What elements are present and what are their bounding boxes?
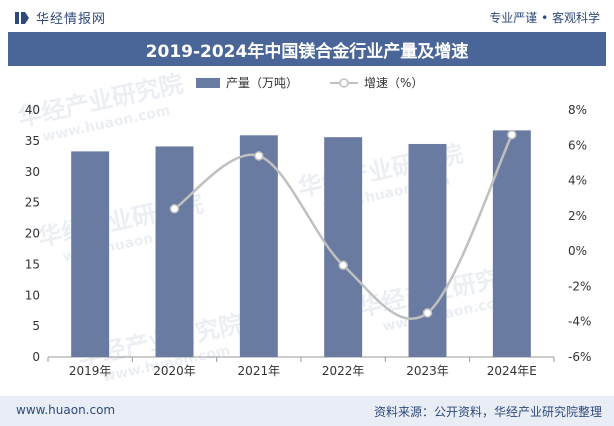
growth-point xyxy=(422,308,433,318)
legend: 产量（万吨） 增速（%） xyxy=(196,76,423,90)
growth-point xyxy=(338,260,348,271)
bar-series xyxy=(71,130,531,357)
legend-line-label: 增速（%） xyxy=(364,76,423,90)
y-left-tick-label: 10 xyxy=(25,288,40,302)
y-right-tick-label: 2% xyxy=(568,209,587,223)
legend-bar-swatch xyxy=(196,78,220,88)
y-right-tick-label: 6% xyxy=(568,138,587,152)
y-left-tick-label: 15 xyxy=(25,257,40,271)
line-series xyxy=(169,129,517,320)
y-right-tick-label: -2% xyxy=(568,279,591,293)
y-right-tick-label: -4% xyxy=(568,315,591,329)
brand: 华经情报网 xyxy=(14,8,106,27)
legend-bar-label: 产量（万吨） xyxy=(226,76,298,90)
x-tick-label: 2019年 xyxy=(69,364,112,378)
y-left-tick-label: 0 xyxy=(32,350,40,364)
x-tick-label: 2021年 xyxy=(238,364,281,378)
y-left-tick-label: 40 xyxy=(25,103,40,117)
chart-title: 2019-2024年中国镁合金行业产量及增速 xyxy=(8,32,606,66)
bar xyxy=(239,135,278,357)
y-right-tick-label: -6% xyxy=(568,350,591,364)
growth-point xyxy=(169,204,180,214)
x-tick-label: 2022年 xyxy=(322,364,365,378)
brand-name: 华经情报网 xyxy=(36,12,107,27)
top-bar: 华经情报网 专业严谨 • 客观科学 xyxy=(0,0,614,32)
y-left-tick-label: 30 xyxy=(25,165,40,179)
y-left-tick-label: 35 xyxy=(25,134,40,148)
brand-logo-icon xyxy=(15,11,29,24)
legend-line-marker xyxy=(339,78,349,88)
bar xyxy=(324,137,363,357)
slogan: 专业严谨 • 客观科学 xyxy=(489,11,600,25)
growth-point xyxy=(254,151,264,161)
y-left-tick-label: 5 xyxy=(32,319,40,333)
footer-source: 资料来源：公开资料，华经产业研究院整理 xyxy=(373,405,602,419)
growth-line xyxy=(173,134,513,320)
y-right-tick-label: 0% xyxy=(568,244,587,258)
growth-point xyxy=(507,129,517,140)
x-tick-label: 2023年 xyxy=(406,364,449,378)
y-right-tick-label: 8% xyxy=(568,103,587,117)
y-right-tick-label: 4% xyxy=(568,174,587,188)
axes: 0 5 10 15 20 25 30 35 40 -6% -4% -2% 0% 2% 4% 6% 8% 2019年… xyxy=(25,103,592,378)
chart: 华经产业研究院www.huaon.com华经产业研究院www.huaon.com… xyxy=(15,70,592,386)
footer-url: www.huaon.com xyxy=(16,403,116,417)
x-tick-label: 2024年E xyxy=(487,364,537,378)
bar xyxy=(71,151,110,357)
bar xyxy=(155,146,194,357)
x-tick-label: 2020年 xyxy=(153,364,196,378)
bar xyxy=(408,143,447,357)
y-left-tick-label: 20 xyxy=(25,227,40,241)
y-left-tick-label: 25 xyxy=(25,196,40,210)
footer: www.huaon.com 资料来源：公开资料，华经产业研究院整理 xyxy=(0,396,614,426)
